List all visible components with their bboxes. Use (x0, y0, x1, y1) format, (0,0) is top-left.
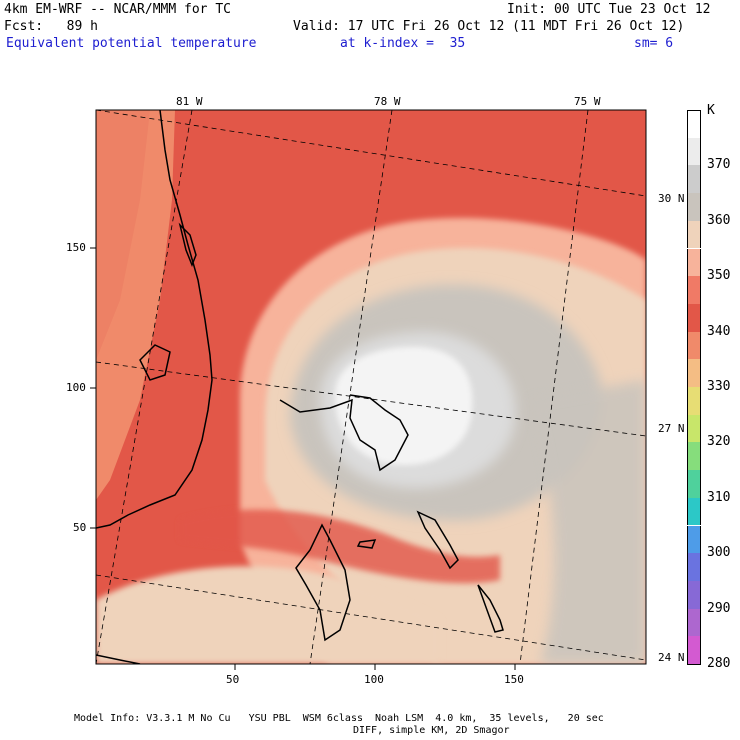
level-label: at k-index = 35 (340, 36, 466, 51)
fill-370-core (335, 346, 473, 465)
plot-frame (95, 109, 647, 665)
legend-level-label: 280 (707, 656, 731, 671)
new-providence (356, 539, 377, 549)
fill-340-band (180, 509, 500, 584)
legend-swatch (687, 553, 701, 581)
lat-label-24n: 24 N (658, 651, 685, 664)
legend-level-label: 360 (707, 212, 731, 228)
legend-swatch (687, 276, 701, 304)
fill-350-south (96, 566, 440, 664)
x-tick-50: 50 (226, 673, 240, 686)
legend-swatch (687, 525, 701, 554)
forecast-hour: Fcst: 89 h (4, 19, 98, 34)
init-time: Init: 00 UTC Tue 23 Oct 12 (507, 2, 711, 17)
lake-okeechobee (139, 344, 171, 381)
legend-swatch (687, 165, 701, 194)
smoothing-label: sm= 6 (634, 36, 674, 51)
legend-swatch (687, 359, 701, 387)
longitude-78w-line (309, 110, 393, 664)
legend-level-label: 300 (707, 545, 731, 561)
y-tick-150: 150 (66, 241, 86, 254)
legend-swatch (687, 137, 701, 166)
legend-unit: K (707, 103, 715, 118)
legend-swatch (687, 303, 701, 332)
fill-360-east (530, 380, 646, 664)
florida-keys (96, 654, 141, 664)
andros-island (295, 523, 351, 642)
legend-swatch (687, 110, 701, 139)
latitude-24n-line (96, 574, 646, 661)
lat-label-27n: 27 N (658, 422, 685, 435)
y-tick-100: 100 (66, 381, 86, 394)
legend-swatch (687, 470, 701, 498)
legend-swatch (687, 497, 701, 526)
legend-level-label: 350 (707, 268, 731, 284)
exuma-long-island (477, 584, 504, 633)
model-info-physics: DIFF, simple KM, 2D Smagor (353, 725, 510, 736)
legend-swatch (687, 608, 701, 637)
latitude-30n-line (96, 110, 646, 197)
field-name: Equivalent potential temperature (6, 36, 257, 51)
legend-level-label: 320 (707, 434, 731, 450)
longitude-75w-line (519, 110, 589, 664)
model-info: Model Info: V3.3.1 M No Cu YSU PBL WSM 6… (74, 713, 604, 724)
legend-level-label: 310 (707, 489, 731, 505)
valid-time: Valid: 17 UTC Fri 26 Oct 12 (11 MDT Fri … (293, 19, 685, 34)
florida-east-coast (96, 110, 213, 529)
fill-gradient-west (96, 110, 150, 360)
grand-bahama-abaco (279, 394, 409, 472)
legend-swatch (687, 414, 701, 443)
x-tick-150: 150 (504, 673, 524, 686)
legend-level-label: 370 (707, 157, 731, 173)
lon-label-81w: 81 W (176, 95, 203, 108)
legend-swatch (687, 636, 701, 665)
legend-swatch (687, 248, 701, 277)
legend-swatch (687, 387, 701, 415)
x-tick-100: 100 (364, 673, 384, 686)
legend-swatch (687, 193, 701, 221)
model-title: 4km EM-WRF -- NCAR/MMM for TC (4, 2, 231, 17)
legend-swatch (687, 331, 701, 360)
legend-level-label: 330 (707, 379, 731, 394)
legend-swatch (687, 442, 701, 471)
lat-label-30n: 30 N (658, 192, 685, 205)
cape-canaveral (178, 222, 197, 268)
lon-label-78w: 78 W (374, 95, 401, 108)
legend-level-label: 340 (707, 323, 731, 339)
eleuthera (416, 510, 459, 570)
y-tick-50: 50 (73, 521, 87, 534)
latitude-27n-line (96, 361, 646, 437)
legend-swatch (687, 580, 701, 609)
legend-swatch (687, 220, 701, 249)
lon-label-75w: 75 W (574, 95, 601, 108)
legend-level-label: 290 (707, 600, 731, 616)
